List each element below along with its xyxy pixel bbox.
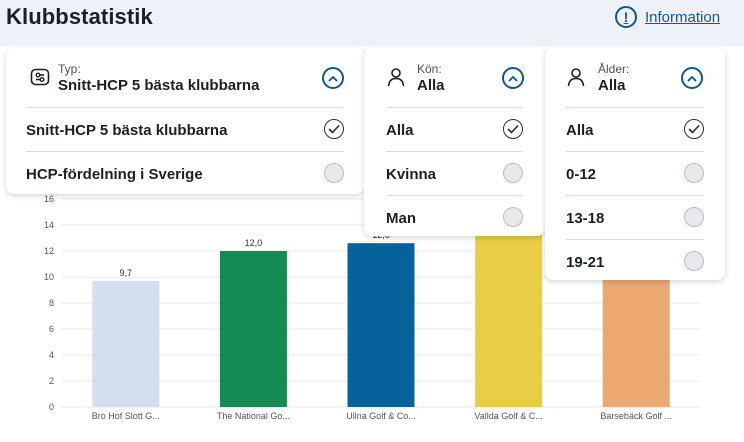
option-label: Kvinna [386, 165, 437, 183]
checked-radio-icon [503, 119, 523, 139]
x-tick-label: Ullna Golf & Co... [346, 411, 416, 421]
y-tick-label: 16 [44, 194, 54, 204]
person-icon [387, 68, 405, 87]
gender-small-label: Kön: [417, 62, 442, 76]
chevron-up-icon[interactable] [322, 67, 344, 89]
checked-radio-icon [324, 119, 344, 139]
bar [92, 280, 160, 407]
option-label: Snitt-HCP 5 bästa klubbarna [26, 121, 228, 139]
age-selected-value: Alla [598, 77, 626, 94]
x-tick-label: The National Go... [217, 411, 290, 421]
checked-radio-icon [684, 119, 704, 139]
age-option-19-21[interactable]: 19-21 [566, 239, 704, 284]
y-tick-label: 0 [49, 402, 54, 412]
bar [219, 251, 287, 407]
unchecked-radio-icon [684, 251, 704, 271]
information-label: Information [645, 8, 721, 26]
gender-option-alla[interactable]: Alla [386, 107, 523, 152]
type-selected-value: Snitt-HCP 5 bästa klubbarna [58, 77, 260, 94]
type-option-snitt-hcp[interactable]: Snitt-HCP 5 bästa klubbarna [26, 107, 344, 152]
chevron-up-icon[interactable] [502, 67, 524, 89]
bar [347, 243, 415, 407]
exclamation-circle-icon: ! [615, 6, 637, 28]
data-label: 12,0 [245, 238, 263, 248]
y-tick-label: 8 [49, 298, 54, 308]
y-tick-label: 12 [44, 246, 54, 256]
option-label: Alla [566, 121, 594, 139]
information-link[interactable]: ! Information [615, 6, 720, 28]
y-tick-label: 2 [49, 376, 54, 386]
data-label: 9,7 [120, 268, 133, 278]
gender-option-kvinna[interactable]: Kvinna [386, 151, 523, 196]
bar [475, 234, 543, 407]
unchecked-radio-icon [684, 163, 704, 183]
age-option-alla[interactable]: Alla [566, 107, 704, 152]
gender-dropdown: Kön: Alla Alla Kvinna Man [364, 48, 545, 236]
option-label: Alla [386, 121, 414, 139]
gender-option-man[interactable]: Man [386, 195, 523, 240]
option-label: Man [386, 209, 416, 227]
y-tick-label: 4 [49, 350, 54, 360]
gender-dropdown-header[interactable]: Kön: Alla [364, 48, 545, 108]
age-option-0-12[interactable]: 0-12 [566, 151, 704, 196]
sliders-icon [30, 68, 50, 86]
person-icon [567, 68, 585, 87]
type-small-label: Typ: [58, 62, 81, 76]
option-label: HCP-fördelning i Sverige [26, 165, 203, 183]
y-tick-label: 6 [49, 324, 54, 334]
gender-selected-value: Alla [417, 77, 445, 94]
unchecked-radio-icon [503, 207, 523, 227]
option-label: 19-21 [566, 253, 605, 271]
type-dropdown-header[interactable]: Typ: Snitt-HCP 5 bästa klubbarna [6, 48, 364, 108]
age-dropdown: Ålder: Alla Alla 0-12 13-18 19-21 [545, 48, 725, 280]
option-label: 13-18 [566, 209, 605, 227]
y-tick-label: 14 [44, 220, 54, 230]
x-tick-label: Barsebäck Golf ... [600, 411, 672, 421]
option-label: 0-12 [566, 165, 597, 183]
statistics-card: 0 2 4 6 8 10 12 14 16 9,7 Bro Hof Slott G... 12,0 Th… [0, 46, 744, 442]
bar [602, 279, 670, 407]
x-tick-label: Bro Hof Slott G... [92, 411, 160, 421]
page-title: Klubbstatistik [6, 4, 153, 29]
unchecked-radio-icon [684, 207, 704, 227]
x-tick-label: Vallda Golf & C... [474, 411, 542, 421]
y-tick-label: 10 [44, 272, 54, 282]
age-option-13-18[interactable]: 13-18 [566, 195, 704, 240]
age-dropdown-header[interactable]: Ålder: Alla [545, 48, 725, 108]
type-dropdown: Typ: Snitt-HCP 5 bästa klubbarna Snitt-H… [6, 48, 364, 194]
age-small-label: Ålder: [598, 62, 630, 76]
chevron-up-icon[interactable] [681, 67, 703, 89]
type-option-hcp-fordelning[interactable]: HCP-fördelning i Sverige [26, 151, 344, 196]
unchecked-radio-icon [503, 163, 523, 183]
unchecked-radio-icon [324, 163, 344, 183]
